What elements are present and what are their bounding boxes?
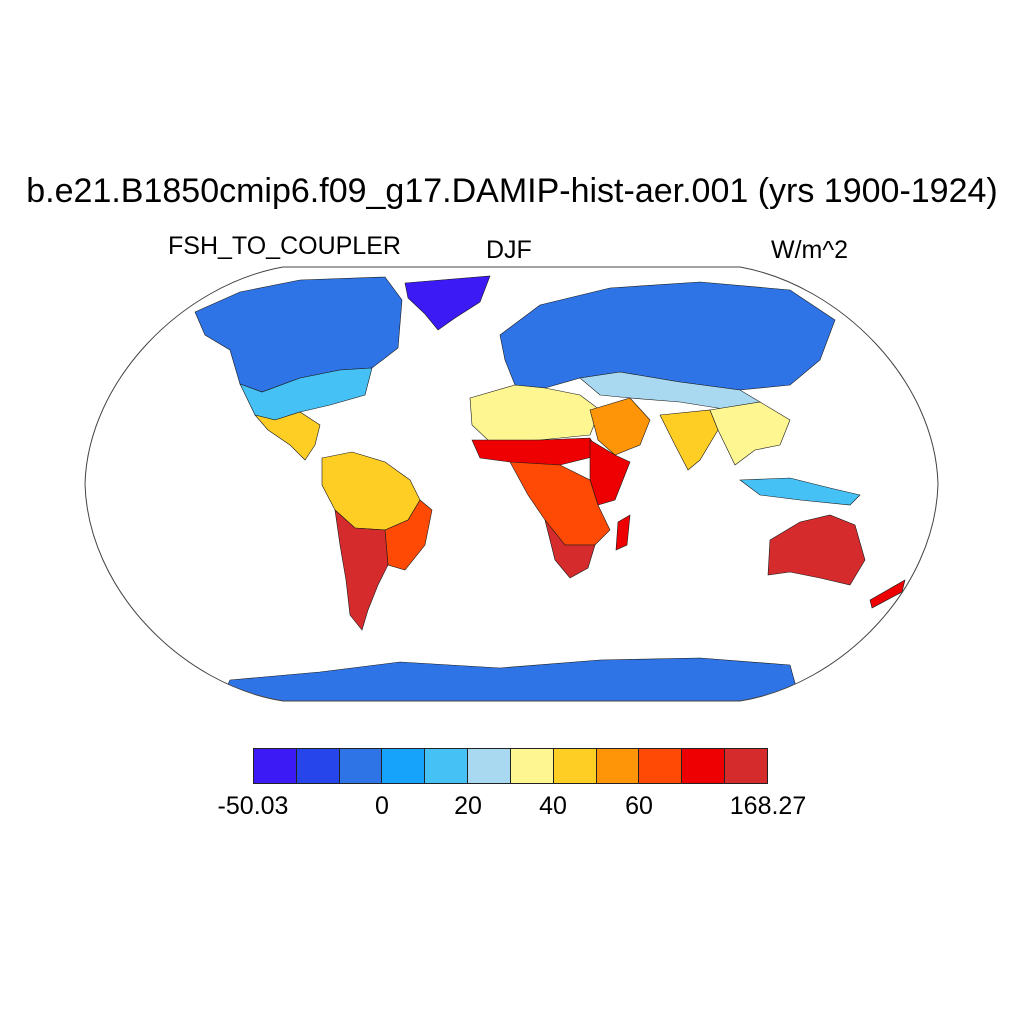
- region-arabia: [589, 397, 651, 456]
- colorbar-swatch: [725, 749, 767, 783]
- colorbar-swatch: [682, 749, 726, 783]
- region-mexico: [254, 411, 321, 461]
- colorbar-tick-label: 40: [539, 792, 567, 820]
- region-australia: [767, 514, 866, 586]
- region-canada-alaska: [194, 276, 403, 393]
- colorbar-swatch: [339, 749, 383, 783]
- region-southeast-asia: [709, 401, 791, 466]
- colorbar-tick-label: 60: [625, 792, 653, 820]
- colorbar-swatch: [553, 749, 597, 783]
- colorbar-swatch: [425, 749, 469, 783]
- colorbar-swatch: [596, 749, 640, 783]
- colorbar-swatch: [639, 749, 683, 783]
- units-label: W/m^2: [771, 236, 849, 264]
- region-antarctica: [219, 657, 801, 701]
- colorbar-tick-label: 20: [454, 792, 482, 820]
- region-madagascar: [615, 514, 631, 551]
- region-new-zealand: [869, 579, 906, 609]
- variable-label: FSH_TO_COUPLER: [168, 232, 401, 260]
- colorbar-tick-label: -50.03: [217, 792, 289, 820]
- region-greenland: [404, 275, 491, 331]
- region-sahel: [471, 437, 601, 466]
- colorbar-swatch: [254, 749, 297, 783]
- region-northern-eurasia: [499, 281, 836, 391]
- colorbar-swatch: [468, 749, 511, 783]
- region-southern-south-america: [334, 509, 389, 631]
- colorbar-swatch: [382, 749, 426, 783]
- plot-title: b.e21.B1850cmip6.f09_g17.DAMIP-hist-aer.…: [26, 172, 998, 210]
- colorbar-tick-label: 168.27: [729, 792, 807, 820]
- colorbar: [253, 748, 768, 784]
- region-sahara: [469, 384, 601, 443]
- globe-outline: [84, 266, 939, 702]
- colorbar-swatch: [296, 749, 340, 783]
- colorbar-tick-label: 0: [375, 792, 389, 820]
- season-label: DJF: [486, 236, 532, 264]
- colorbar-swatch: [510, 749, 554, 783]
- region-india: [659, 409, 719, 471]
- region-southern-africa: [509, 461, 611, 546]
- region-brazil-east: [384, 499, 433, 571]
- region-indonesia: [739, 477, 861, 506]
- region-south-africa: [544, 519, 596, 579]
